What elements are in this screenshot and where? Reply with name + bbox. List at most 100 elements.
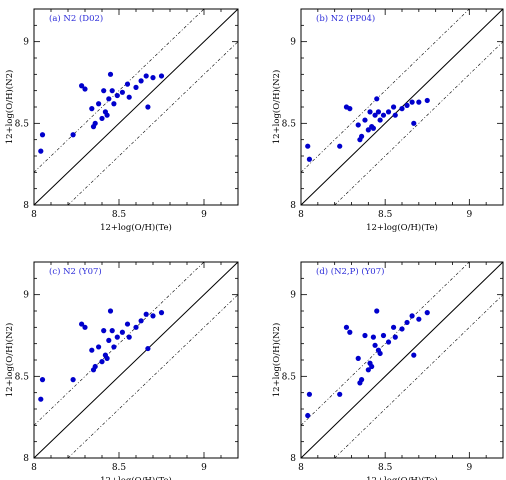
x-tick-label: 9	[466, 463, 472, 473]
data-point	[82, 324, 88, 330]
data-point	[119, 329, 125, 335]
x-tick-label: 8	[298, 210, 304, 220]
chart-panel-3: 8 8.5 9 8 8.5 9 12+log(O/H)(Te) 12+log(O/H)(N2)…	[4, 261, 239, 480]
data-point	[362, 332, 368, 339]
data-point	[409, 313, 415, 319]
y-axis-title: 12+log(O/H)(N2)	[271, 70, 282, 145]
x-tick-label: 9	[201, 210, 207, 220]
data-point	[399, 106, 405, 112]
y-tick-label: 8.5	[15, 372, 30, 382]
y-axis-title: 12+log(O/H)(N2)	[271, 323, 282, 398]
data-point	[145, 104, 151, 110]
data-point	[404, 102, 410, 108]
data-point	[355, 122, 361, 128]
x-tick-label: 9	[466, 210, 472, 220]
data-point	[158, 310, 165, 316]
x-axis-title: 12+log(O/H)(Te)	[100, 475, 172, 480]
lower-offset-line	[67, 294, 239, 459]
x-tick-label: 8.5	[378, 210, 393, 220]
lower-offset-line	[334, 294, 504, 459]
data-point	[124, 321, 131, 327]
data-point	[70, 377, 76, 383]
data-point	[145, 345, 151, 352]
data-point	[367, 109, 373, 115]
y-tick-label: 8	[290, 201, 296, 211]
data-point	[96, 101, 102, 107]
data-point	[409, 99, 415, 105]
data-point	[138, 318, 144, 324]
data-point	[362, 117, 368, 123]
data-point	[347, 106, 353, 112]
data-point	[111, 101, 117, 107]
data-point	[306, 156, 313, 162]
data-point	[411, 352, 417, 358]
data-point	[380, 112, 387, 118]
x-tick-label: 9	[201, 463, 207, 473]
data-point	[370, 125, 376, 131]
data-point	[109, 328, 115, 334]
y-tick-label: 8	[23, 201, 29, 211]
data-point	[107, 308, 114, 314]
data-point	[82, 86, 88, 92]
data-point	[99, 359, 105, 365]
data-point	[104, 112, 110, 118]
data-point	[337, 143, 343, 149]
data-point	[399, 326, 405, 332]
data-point	[306, 391, 313, 397]
data-point	[375, 109, 382, 115]
data-point	[359, 377, 365, 383]
data-point	[404, 319, 410, 326]
y-tick-label: 8.5	[282, 372, 297, 382]
data-point	[106, 337, 112, 343]
data-point	[143, 73, 149, 79]
data-point	[143, 311, 149, 317]
data-point	[89, 106, 95, 112]
data-point	[359, 133, 365, 139]
chart-panel-1: 8 8.5 9 8 8.5 9 12+log(O/H)(Te) 12+log(O/H)(N2)…	[4, 8, 239, 233]
y-tick-label: 8.5	[282, 119, 297, 129]
data-point	[133, 84, 139, 90]
data-point	[150, 75, 156, 81]
data-point	[92, 363, 98, 370]
y-axis-title: 12+log(O/H)(N2)	[4, 323, 15, 398]
x-tick-label: 8	[298, 463, 304, 473]
x-tick-label: 8.5	[112, 210, 127, 220]
y-axis-title: 12+log(O/H)(N2)	[4, 70, 15, 145]
data-point	[104, 355, 110, 361]
data-point	[111, 344, 117, 350]
data-point	[385, 109, 392, 115]
data-point	[126, 94, 132, 100]
data-point	[377, 350, 383, 357]
upper-offset-line	[300, 261, 470, 426]
data-point	[424, 310, 430, 316]
lower-offset-line	[334, 41, 504, 206]
data-point	[305, 143, 311, 149]
data-point	[89, 347, 95, 353]
data-point	[99, 115, 105, 122]
y-tick-label: 9	[290, 38, 296, 48]
data-point	[416, 99, 422, 105]
data-point	[133, 324, 139, 330]
upper-offset-line	[33, 8, 205, 173]
y-tick-label: 9	[290, 291, 296, 301]
data-point	[39, 132, 46, 138]
data-point	[124, 81, 131, 87]
x-tick-label: 8	[31, 210, 37, 220]
data-point	[424, 97, 430, 104]
data-point	[114, 334, 120, 340]
data-point	[126, 334, 132, 340]
y-tick-label: 8	[23, 454, 29, 464]
x-axis-title: 12+log(O/H)(Te)	[100, 222, 172, 233]
data-point	[374, 308, 380, 314]
data-point	[374, 96, 380, 102]
data-point	[138, 78, 144, 84]
data-point	[385, 339, 392, 345]
x-tick-label: 8.5	[378, 463, 393, 473]
data-point	[411, 120, 417, 126]
panel-title: (b) N2 (PP04)	[316, 13, 375, 24]
data-point	[305, 412, 311, 419]
data-point	[372, 342, 378, 348]
data-point	[365, 367, 371, 373]
data-point	[390, 104, 397, 110]
data-point	[355, 355, 361, 361]
